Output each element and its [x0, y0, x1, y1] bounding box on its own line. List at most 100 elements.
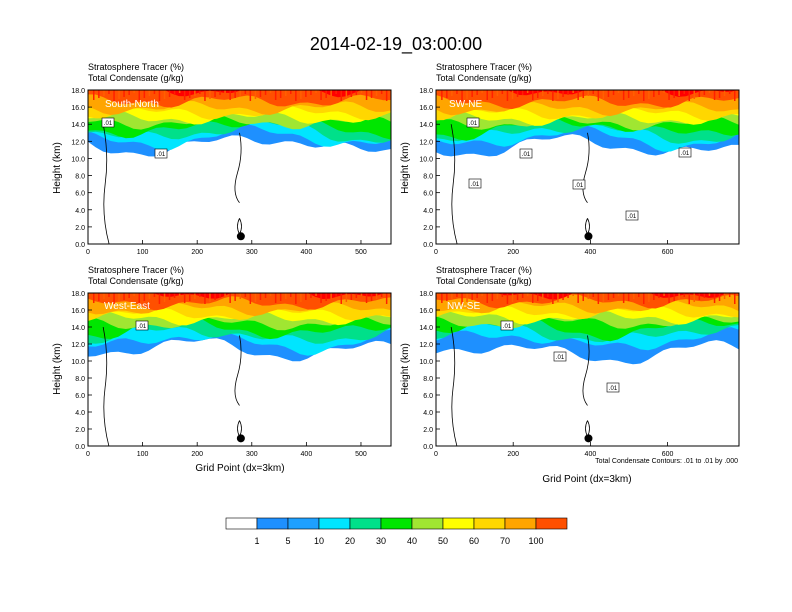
contour-line: [450, 326, 458, 446]
y-tick-label: 16.0: [71, 105, 85, 112]
shading-stripe: [209, 293, 211, 302]
contour-label-box: [553, 351, 567, 362]
figure-title: 2014-02-19_03:00:00: [310, 34, 482, 55]
panel-label: West-East: [104, 301, 150, 312]
contour-label: .01: [575, 183, 584, 189]
contour-label-box: [154, 148, 168, 159]
shading-stripe: [325, 293, 327, 301]
shading-stripe: [264, 90, 267, 95]
shading-stripe: [587, 90, 589, 96]
shading-stripe: [239, 90, 241, 96]
shading-stripe: [350, 293, 353, 300]
shading-stripe: [138, 293, 140, 303]
shading-stripe: [557, 90, 559, 99]
shading-band: [436, 90, 739, 97]
y-tick-label: 12.0: [71, 342, 85, 349]
shading-stripe: [123, 293, 125, 300]
shading-stripe: [133, 90, 135, 93]
colorbar-swatch: [411, 517, 444, 530]
shading-stripe: [602, 90, 605, 99]
contour-label-box: [519, 148, 533, 159]
shading-band: [436, 90, 739, 110]
panel-title-line-2: Total Condensate (g/kg): [436, 276, 532, 286]
shading-stripe: [622, 293, 625, 303]
x-tick-label: 600: [662, 451, 674, 458]
y-tick-label: 2.0: [75, 427, 85, 434]
shading-stripe: [244, 90, 247, 94]
shading-stripe: [300, 90, 302, 99]
colorbar-swatch: [504, 517, 537, 530]
colorbar-label: 5: [285, 536, 290, 546]
station-marker: [236, 232, 245, 241]
colorbar-swatch: [256, 517, 289, 530]
y-tick-label: 10.0: [71, 156, 85, 163]
y-tick-label: 8.0: [423, 376, 433, 383]
shading-stripe: [496, 293, 499, 299]
shading-stripe: [320, 90, 322, 100]
contour-line: [237, 420, 242, 438]
panel-title-line-1: Stratosphere Tracer (%): [436, 62, 532, 72]
shading-stripe: [194, 293, 196, 299]
shading-stripe: [597, 90, 600, 101]
shading-stripe: [285, 293, 287, 299]
shading-stripe: [491, 293, 494, 301]
shading-stripe: [658, 293, 660, 298]
plot-area: .01 .01 .01 NW-SE 0.0 2.0 4.0 6.0 8.0 10.0 12.0 14.…: [419, 291, 740, 458]
contour-label: .01: [138, 324, 147, 330]
contour-label-box: [468, 178, 482, 189]
shading-stripe: [98, 90, 100, 98]
shading-stripe: [607, 90, 610, 97]
shading-stripe: [506, 90, 509, 101]
shading-stripe: [173, 90, 176, 95]
y-tick-label: 14.0: [419, 122, 433, 129]
shading-stripe: [577, 90, 579, 100]
shading-stripe: [148, 293, 151, 299]
shading-stripe: [295, 293, 297, 304]
shading-stripe: [441, 90, 443, 100]
shading-stripe: [703, 90, 706, 95]
shading-stripe: [173, 293, 176, 298]
shading-stripe: [491, 90, 494, 98]
shading-stripe: [511, 90, 514, 99]
shading-stripe: [254, 293, 257, 302]
shading-stripe: [678, 293, 680, 299]
colorbar-swatch: [318, 517, 351, 530]
shading-stripe: [128, 293, 130, 298]
shading-stripe: [360, 90, 363, 93]
shading-stripe: [183, 293, 186, 303]
shading-stripe: [224, 293, 226, 296]
station-marker: [584, 434, 593, 443]
y-tick-label: 2.0: [423, 427, 433, 434]
shading-stripe: [466, 90, 468, 99]
contour-label: .01: [556, 355, 565, 361]
shading-stripe: [143, 293, 146, 301]
shading-stripe: [456, 293, 458, 297]
contour-label: .01: [104, 121, 113, 127]
shading-stripe: [577, 293, 579, 303]
colorbar-label: 20: [345, 536, 355, 546]
shading-stripe: [612, 293, 615, 298]
contour-label: .01: [503, 324, 512, 330]
y-axis-label: Height (km): [400, 142, 411, 194]
shading-stripe: [638, 90, 640, 94]
shading-stripe: [128, 90, 130, 95]
y-tick-label: 12.0: [71, 139, 85, 146]
shading-stripe: [501, 293, 504, 297]
contour-label-box: [625, 210, 639, 221]
shading-stripe: [516, 90, 519, 97]
colorbar-swatch: [442, 517, 475, 530]
colorbar-label: 60: [469, 536, 479, 546]
shading-stripe: [93, 90, 95, 100]
shading-stripe: [582, 90, 584, 98]
shading-stripe: [547, 293, 549, 297]
shading-stripe: [643, 90, 645, 101]
y-tick-label: 10.0: [419, 156, 433, 163]
shading-stripe: [163, 90, 166, 99]
shading-stripe: [158, 90, 161, 101]
shading-stripe: [481, 90, 483, 93]
x-tick-label: 200: [191, 249, 203, 256]
shading-stripe: [143, 90, 146, 98]
shading-stripe: [617, 90, 620, 93]
y-tick-label: 2.0: [75, 225, 85, 232]
shading-stripe: [290, 90, 292, 94]
